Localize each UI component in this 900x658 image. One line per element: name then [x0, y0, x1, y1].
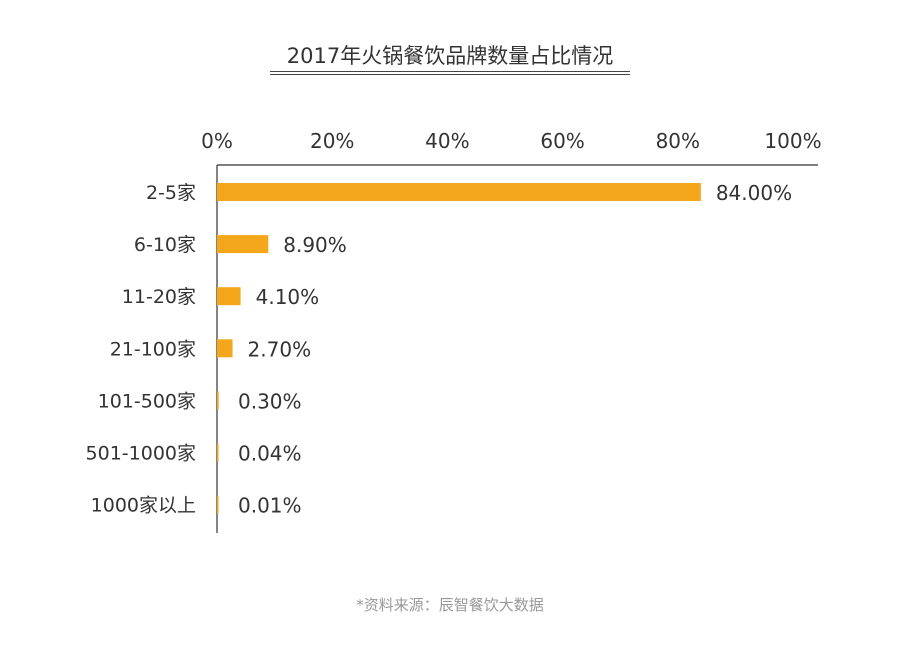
category-label: 6-10家	[134, 234, 196, 256]
category-label: 21-100家	[110, 338, 196, 360]
category-label: 11-20家	[122, 286, 196, 308]
source-note: *资料来源：辰智餐饮大数据	[356, 596, 544, 614]
data-label: 2.70%	[248, 337, 312, 361]
bar	[217, 443, 219, 462]
category-label: 2-5家	[146, 182, 196, 204]
data-label: 0.30%	[238, 389, 302, 413]
data-label: 84.00%	[716, 181, 792, 205]
x-tick-label: 100%	[764, 129, 821, 153]
x-tick-label: 40%	[425, 129, 469, 153]
x-tick-label: 60%	[540, 129, 584, 153]
bar	[217, 287, 241, 306]
category-label: 101-500家	[98, 390, 196, 412]
title-underline	[270, 71, 630, 75]
x-tick-label: 80%	[656, 129, 700, 153]
bar	[217, 339, 233, 358]
chart-title: 2017年火锅餐饮品牌数量占比情况	[286, 44, 614, 68]
bar	[217, 495, 219, 514]
category-label: 501-1000家	[86, 443, 196, 465]
x-tick-label: 20%	[310, 129, 354, 153]
category-label: 1000家以上	[91, 495, 196, 517]
bar	[217, 183, 701, 201]
bar	[217, 391, 219, 410]
data-label: 8.90%	[283, 233, 347, 257]
x-tick-label: 0%	[201, 129, 233, 153]
data-label: 0.04%	[238, 442, 302, 466]
bar	[217, 235, 269, 254]
data-label: 0.01%	[238, 494, 302, 518]
data-label: 4.10%	[256, 285, 320, 309]
